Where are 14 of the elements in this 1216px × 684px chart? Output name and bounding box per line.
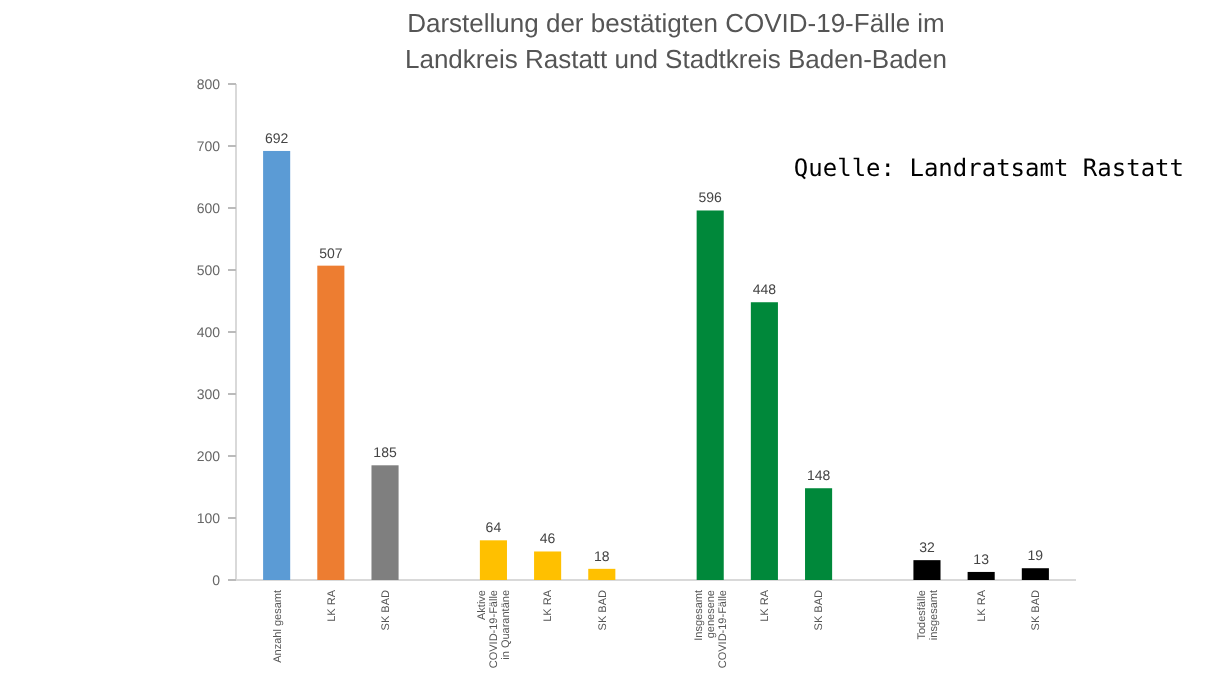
bar: [913, 560, 941, 580]
bar: [371, 465, 399, 580]
bar: [263, 150, 291, 580]
bar: [967, 571, 995, 580]
annotation: Quelle: Landratsamt Rastatt: [793, 154, 1184, 182]
bar: [750, 302, 778, 580]
bar: [588, 568, 616, 580]
chart-title: Darstellung der bestätigten COVID-19-Fälle im Landkreis Rastatt und Stadtkreis Baden-Baden: [404, 8, 948, 74]
bar: [696, 210, 724, 580]
bar: [1021, 568, 1049, 580]
bar: [317, 265, 345, 580]
bar: [805, 488, 833, 580]
bar: [479, 540, 507, 580]
bar: [534, 551, 562, 580]
